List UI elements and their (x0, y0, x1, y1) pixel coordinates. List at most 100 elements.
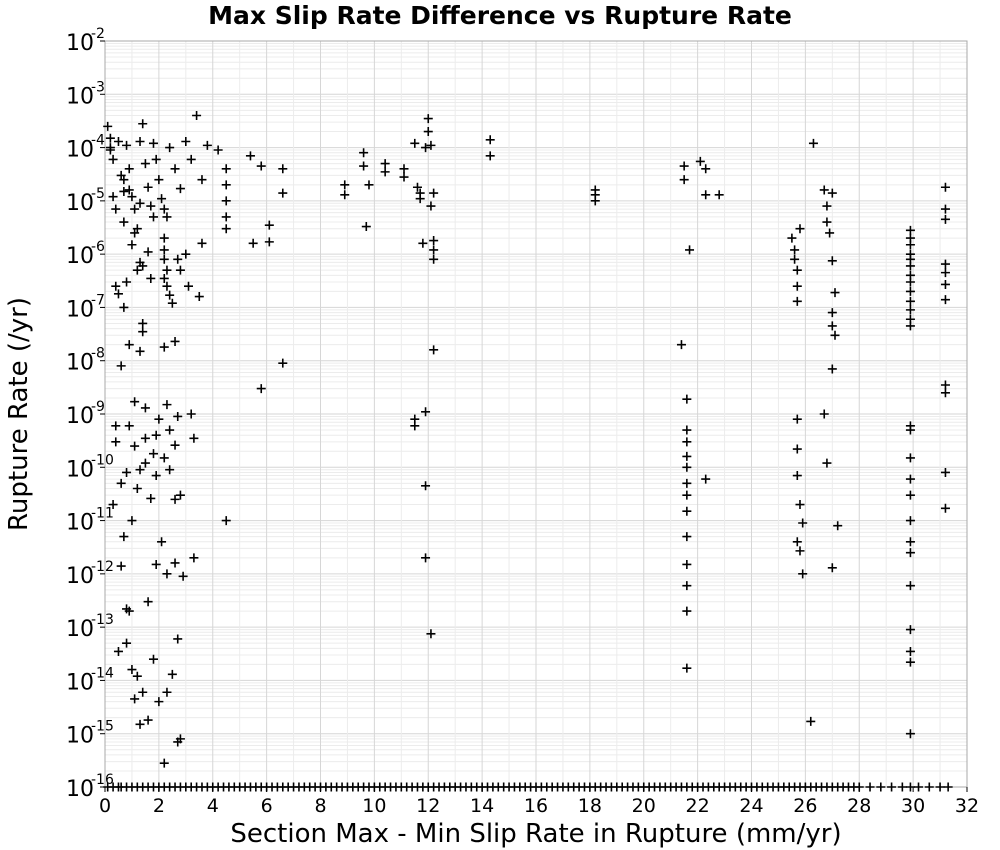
data-point (122, 604, 132, 614)
data-point (186, 154, 196, 164)
data-point (264, 220, 274, 230)
data-point (905, 277, 915, 287)
data-point (124, 164, 134, 174)
data-point (157, 194, 167, 204)
data-point (186, 409, 196, 419)
data-point (830, 330, 840, 340)
y-axis-ticks: 10-210-310-410-510-610-710-810-910-1010-… (66, 26, 114, 802)
data-point (410, 421, 420, 431)
data-point (122, 638, 132, 648)
data-point (412, 182, 422, 192)
data-point (248, 238, 258, 248)
data-point (170, 494, 180, 504)
data-point (108, 500, 118, 510)
data-point (429, 254, 439, 264)
data-point (421, 407, 431, 417)
x-tick-label: 16 (524, 795, 548, 817)
data-point (792, 414, 802, 424)
data-point (905, 657, 915, 667)
data-point (175, 490, 185, 500)
data-point (429, 188, 439, 198)
y-tick-exponent: -10 (91, 452, 114, 468)
data-point (119, 175, 129, 185)
data-point (701, 474, 711, 484)
data-point (127, 516, 137, 526)
data-point (162, 265, 172, 275)
data-point (682, 478, 692, 488)
data-point (792, 296, 802, 306)
data-point (822, 217, 832, 227)
data-point (795, 224, 805, 234)
data-point (175, 265, 185, 275)
data-point (429, 245, 439, 255)
data-point (170, 164, 180, 174)
data-point (806, 716, 816, 726)
data-point (165, 143, 175, 153)
data-point (140, 403, 150, 413)
data-point (119, 186, 129, 196)
y-tick-label: 10 (66, 31, 94, 56)
data-point (154, 697, 164, 707)
data-point (827, 256, 837, 266)
data-point (135, 465, 145, 475)
data-point (682, 559, 692, 569)
data-point (173, 254, 183, 264)
x-tick-label: 8 (314, 795, 326, 817)
baseline-point (914, 782, 924, 792)
data-point (822, 458, 832, 468)
data-point (103, 121, 113, 131)
data-point (423, 114, 433, 124)
data-point (682, 451, 692, 461)
data-point (124, 185, 134, 195)
data-point (905, 490, 915, 500)
data-point (108, 154, 118, 164)
data-point (143, 247, 153, 257)
x-tick-label: 24 (739, 795, 763, 817)
x-tick-label: 18 (578, 795, 602, 817)
data-point (359, 161, 369, 171)
x-tick-label: 6 (261, 795, 273, 817)
data-point (143, 182, 153, 192)
data-point (119, 532, 129, 542)
y-tick-label: 10 (66, 564, 94, 589)
baseline-point (943, 782, 953, 792)
data-point (111, 437, 121, 447)
data-point (682, 663, 692, 673)
data-point (116, 361, 126, 371)
y-tick-exponent: -15 (91, 719, 114, 735)
data-point (264, 237, 274, 247)
data-point (364, 180, 374, 190)
data-point (940, 503, 950, 513)
x-tick-label: 2 (153, 795, 165, 817)
data-point (679, 161, 689, 171)
data-point (130, 694, 140, 704)
data-point (827, 364, 837, 374)
data-point (418, 238, 428, 248)
data-point (202, 140, 212, 150)
data-point (119, 302, 129, 312)
data-point (167, 298, 177, 308)
data-point (140, 458, 150, 468)
data-point (256, 161, 266, 171)
data-point (421, 143, 431, 153)
data-point (429, 236, 439, 246)
data-point (122, 467, 132, 477)
data-point (682, 394, 692, 404)
data-point (159, 342, 169, 352)
data-point (189, 553, 199, 563)
data-point (178, 571, 188, 581)
baseline-point (876, 782, 886, 792)
data-point (590, 196, 600, 206)
data-point (148, 138, 158, 148)
y-tick-label: 10 (66, 777, 94, 802)
data-point (159, 758, 169, 768)
data-point (399, 164, 409, 174)
data-point (905, 474, 915, 484)
y-tick-exponent: -14 (91, 665, 114, 681)
data-point (714, 190, 724, 200)
data-point (165, 290, 175, 300)
y-axis-label: Rupture Rate (/yr) (4, 297, 34, 531)
data-point (221, 224, 231, 234)
data-point (423, 127, 433, 137)
